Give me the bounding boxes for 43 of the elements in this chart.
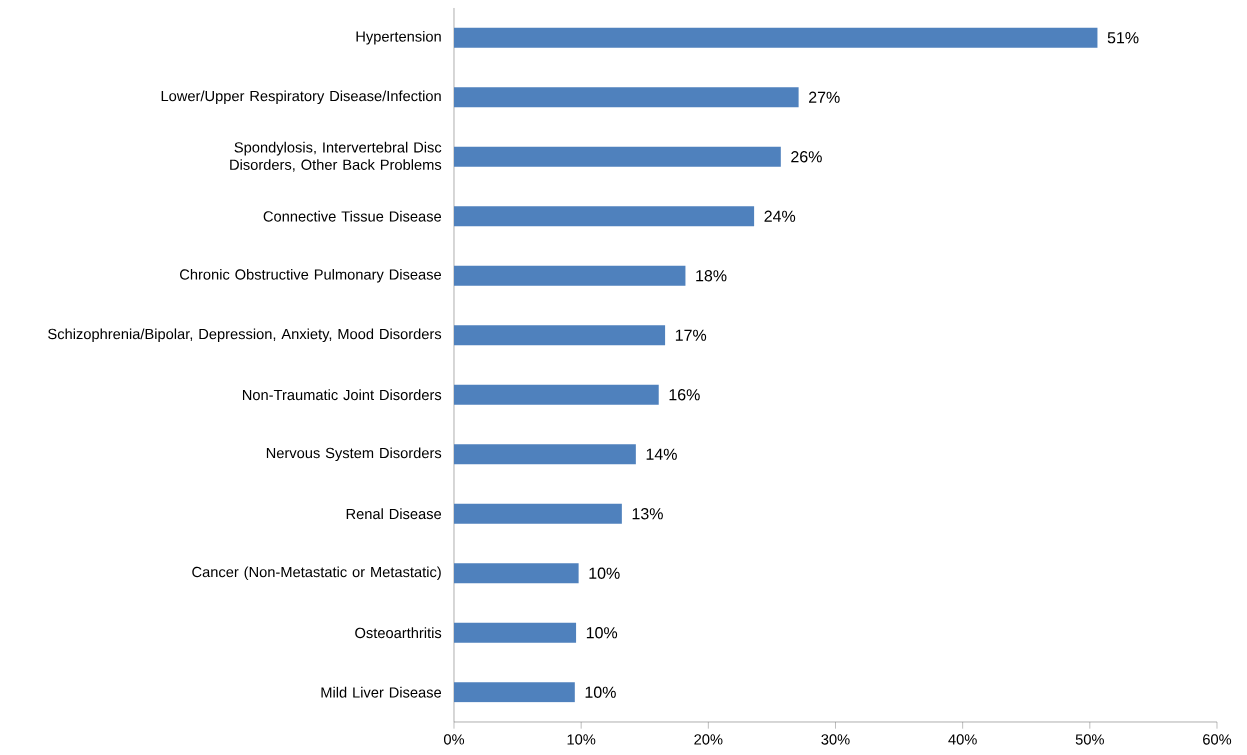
data-label: 27% [809, 91, 840, 103]
data-label: 10% [589, 567, 620, 579]
x-tick-label: 40% [948, 734, 977, 745]
y-tick-label: Nervous System Disorders [266, 447, 442, 462]
data-label: 24% [764, 210, 796, 222]
data-label: 14% [646, 448, 677, 460]
y-tick-label: Schizophrenia/Bipolar, Depression, Anxiety, Mood Disorders [48, 328, 442, 343]
bar [454, 27, 1098, 48]
x-tick-label: 50% [1075, 734, 1104, 745]
y-tick-label: Chronic Obstructive Pulmonary Disease [180, 268, 442, 283]
data-label: 10% [586, 627, 618, 639]
bar [454, 325, 666, 346]
x-tick-label: 0% [443, 734, 465, 745]
data-label: 18% [696, 270, 727, 282]
bar [454, 563, 579, 584]
y-tick-label: Connective Tissue Disease [263, 210, 442, 222]
data-label: 16% [669, 389, 700, 401]
y-tick-label: Lower/Upper Respiratory Disease/Infection [161, 90, 441, 105]
data-label: 17% [675, 329, 707, 341]
x-tick-label: 60% [1203, 734, 1232, 745]
data-label: 13% [632, 508, 663, 520]
bar [454, 87, 799, 108]
data-label: 26% [791, 151, 822, 163]
data-label: 10% [585, 686, 616, 698]
y-tick-label: Hypertension [356, 30, 441, 45]
y-tick-label: Spondylosis, Intervertebral Disc Disorders, Other Back Problems [230, 141, 442, 172]
bar [454, 682, 575, 703]
bar [454, 206, 755, 227]
bar [454, 444, 636, 465]
y-tick-label: Cancer (Non-Metastatic or Metastatic) [192, 566, 441, 581]
y-tick-label: Non-Traumatic Joint Disorders [242, 389, 442, 401]
y-tick-label: Renal Disease [346, 508, 442, 520]
y-tick-label: Mild Liver Disease [321, 686, 442, 698]
x-tick-label: 20% [694, 734, 723, 745]
bar [454, 503, 622, 524]
bar [454, 622, 577, 643]
bar [454, 146, 781, 167]
data-label: 51% [1107, 32, 1139, 44]
x-tick-label: 30% [821, 734, 850, 745]
bar [454, 384, 659, 405]
bar [454, 265, 686, 286]
y-tick-label: Osteoarthritis [355, 627, 442, 639]
x-tick-label: 10% [567, 734, 596, 745]
